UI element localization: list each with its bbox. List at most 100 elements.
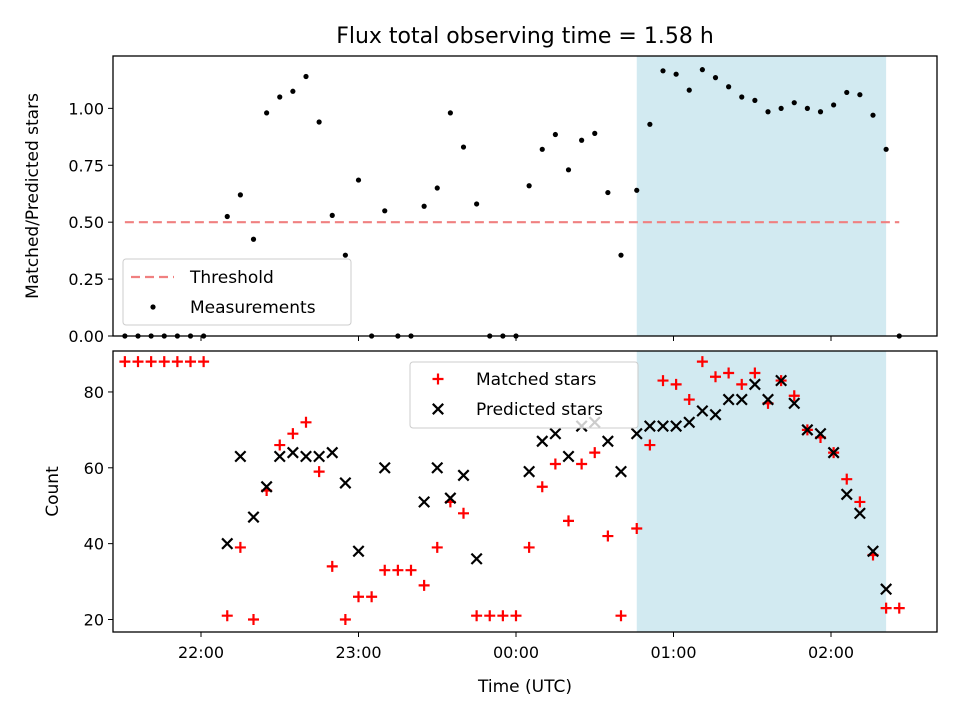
x-tick-label: 00:00 — [493, 643, 539, 662]
matched-star-point — [841, 473, 853, 485]
count-axis-ticks: 20 40 60 80 22:00 23:00 00:00 01:00 02:00 — [84, 383, 854, 662]
measurement-point — [817, 109, 824, 115]
matched-star-point — [723, 367, 735, 379]
ratio-y-axis-label: Matched/Predicted stars — [23, 93, 43, 299]
matched-star-point — [119, 356, 131, 368]
predicted-star-point — [221, 537, 234, 550]
measurement-point — [526, 183, 532, 189]
measurement-point — [355, 177, 362, 183]
measurement-point — [765, 109, 771, 115]
matched-star-point — [221, 610, 233, 622]
ratio-legend: Threshold Measurements — [122, 258, 352, 326]
measurement-point — [277, 94, 283, 100]
time-x-axis-label: Time (UTC) — [477, 677, 572, 697]
matched-star-point — [198, 356, 210, 368]
matched-star-point — [589, 447, 601, 459]
predicted-star-point — [801, 423, 814, 436]
measurement-point — [831, 102, 837, 108]
matched-star-point — [145, 356, 157, 368]
predicted-star-point — [615, 465, 627, 478]
predicted-star-point — [247, 511, 260, 524]
measurement-point — [474, 201, 480, 207]
measurement-point — [342, 252, 348, 258]
predicted-star-point — [470, 552, 483, 565]
x-tick-label: 23:00 — [335, 643, 381, 662]
predicted-star-point — [696, 404, 709, 417]
predicted-star-point — [657, 420, 669, 433]
measurement-point — [447, 110, 453, 116]
predicted-star-point — [867, 545, 879, 558]
predicted-star-point — [601, 435, 614, 448]
y-tick-label: 20 — [84, 610, 104, 629]
matched-star-point — [326, 560, 338, 572]
predicted-star-point — [562, 450, 575, 463]
matched-legend-swatch — [432, 373, 444, 385]
measurement-point — [778, 105, 784, 111]
matched-star-point — [248, 613, 259, 625]
ratio-plot-marks — [122, 67, 902, 339]
figure-title: Flux total observing time = 1.58 h — [336, 24, 714, 49]
measurement-point — [699, 67, 705, 73]
matched-star-point — [484, 610, 496, 622]
matched-star-point — [893, 602, 905, 614]
matched-star-point — [379, 564, 391, 576]
matched-star-point — [471, 610, 483, 622]
matched-star-point — [366, 591, 378, 603]
measurement-point — [237, 192, 243, 198]
measurement-point — [844, 89, 850, 96]
predicted-star-point — [670, 420, 683, 433]
measurement-point — [634, 187, 640, 193]
matched-star-point — [670, 378, 682, 390]
predicted-star-point — [880, 583, 893, 596]
matched-star-point — [392, 564, 404, 576]
measurement-point — [660, 68, 666, 74]
x-tick-label: 02:00 — [808, 643, 854, 662]
y-tick-label: 1.00 — [68, 99, 104, 118]
y-tick-label: 0.75 — [68, 156, 104, 175]
measurement-point — [605, 189, 611, 196]
matched-star-point — [657, 375, 669, 387]
measurement-point — [791, 100, 797, 106]
count-plot-marks — [119, 356, 905, 625]
measurement-point — [264, 110, 270, 116]
predicted-star-point — [260, 480, 273, 493]
predicted-legend-label: Predicted stars — [476, 400, 603, 420]
measurement-point — [752, 97, 758, 103]
matched-star-point — [510, 610, 522, 622]
matched-star-point — [431, 541, 443, 553]
predicted-star-point — [748, 378, 761, 391]
predicted-star-point — [643, 420, 656, 433]
matched-star-point — [576, 458, 588, 470]
measurement-point — [883, 146, 889, 152]
predicted-star-point — [444, 492, 457, 505]
measurement-point — [739, 94, 745, 100]
predicted-star-point — [735, 393, 748, 406]
matched-star-point — [497, 610, 509, 622]
matched-star-point — [405, 564, 417, 576]
measurement-point — [329, 212, 335, 218]
measurement-point — [592, 130, 598, 136]
predicted-star-point — [431, 461, 444, 474]
matched-star-point — [736, 378, 748, 390]
legend-box — [409, 361, 639, 429]
measurement-point — [618, 252, 624, 258]
measurement-point — [712, 75, 719, 81]
matched-star-point — [185, 356, 196, 368]
predicted-star-point — [378, 461, 391, 474]
measurement-point — [673, 71, 679, 77]
predicted-star-point — [286, 446, 299, 459]
predicted-star-point — [853, 507, 866, 520]
predicted-star-point — [827, 446, 840, 459]
matched-star-point — [313, 466, 325, 478]
predicted-star-point — [418, 495, 431, 508]
measurement-point — [421, 203, 427, 209]
matched-star-point — [749, 367, 761, 379]
measurement-point — [382, 208, 388, 214]
measurement-point — [250, 236, 257, 242]
measurement-point — [316, 119, 322, 125]
measurement-point — [804, 105, 810, 111]
matched-star-point — [563, 515, 574, 527]
y-tick-label: 0.00 — [68, 327, 104, 346]
predicted-star-point — [273, 450, 286, 463]
